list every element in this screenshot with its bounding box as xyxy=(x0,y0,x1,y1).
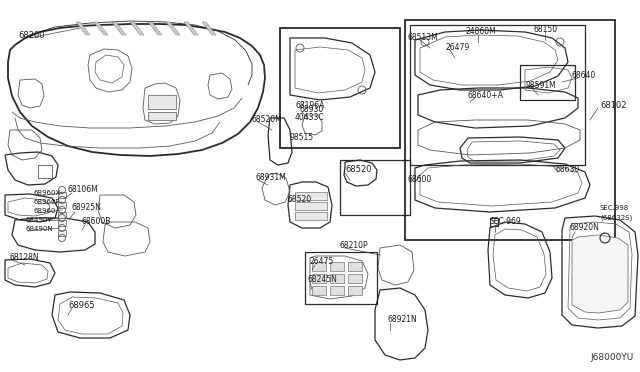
Text: 68925N: 68925N xyxy=(72,203,102,212)
Bar xyxy=(340,160,410,215)
Text: 68630: 68630 xyxy=(555,166,579,174)
Bar xyxy=(348,262,362,271)
Bar xyxy=(295,202,327,210)
Polygon shape xyxy=(94,22,108,35)
Text: 40433C: 40433C xyxy=(295,113,324,122)
Text: 68931M: 68931M xyxy=(255,173,285,183)
Text: 68490N: 68490N xyxy=(25,226,52,232)
Bar xyxy=(330,274,344,283)
Polygon shape xyxy=(202,22,216,35)
Text: 68520: 68520 xyxy=(345,166,371,174)
Text: J68000YU: J68000YU xyxy=(590,353,633,362)
Bar xyxy=(148,95,176,109)
Text: 24860M: 24860M xyxy=(465,28,496,36)
Bar xyxy=(58,230,66,236)
Text: 68150: 68150 xyxy=(533,26,557,35)
Text: SEC.998: SEC.998 xyxy=(600,205,629,211)
Bar xyxy=(58,220,66,226)
Text: 68920N: 68920N xyxy=(570,224,600,232)
Text: 68600: 68600 xyxy=(408,176,432,185)
Bar xyxy=(58,202,66,208)
Text: 68520: 68520 xyxy=(288,196,312,205)
Polygon shape xyxy=(148,22,162,35)
Text: 68640: 68640 xyxy=(572,71,596,80)
Bar xyxy=(312,262,326,271)
Polygon shape xyxy=(76,22,90,35)
Text: 68245N: 68245N xyxy=(308,276,338,285)
Text: 68960: 68960 xyxy=(34,208,56,214)
Bar xyxy=(312,274,326,283)
Text: 68640+A: 68640+A xyxy=(468,90,504,99)
Polygon shape xyxy=(130,22,144,35)
Bar xyxy=(348,274,362,283)
Bar xyxy=(330,262,344,271)
Bar xyxy=(58,192,66,198)
Bar xyxy=(295,192,327,200)
Text: 68921N: 68921N xyxy=(387,315,417,324)
Text: 68490Y: 68490Y xyxy=(25,217,52,223)
Bar xyxy=(148,112,176,120)
Polygon shape xyxy=(572,235,628,313)
Bar xyxy=(330,286,344,295)
Text: 68196A: 68196A xyxy=(295,100,324,109)
Text: 26475: 26475 xyxy=(310,257,334,266)
Bar xyxy=(520,65,575,100)
Text: 68210P: 68210P xyxy=(340,241,369,250)
Text: 68930: 68930 xyxy=(300,106,324,115)
Text: 68200: 68200 xyxy=(18,31,45,39)
Bar xyxy=(295,212,327,220)
Text: 68513M: 68513M xyxy=(408,33,439,42)
Bar xyxy=(312,286,326,295)
Text: (68632S): (68632S) xyxy=(600,215,632,221)
Text: 98591M: 98591M xyxy=(525,80,556,90)
Text: 68520M: 68520M xyxy=(252,115,283,125)
Bar xyxy=(490,218,498,226)
Bar xyxy=(405,20,615,240)
Text: 68102: 68102 xyxy=(600,100,627,109)
Text: 68106M: 68106M xyxy=(68,186,99,195)
Bar xyxy=(280,28,400,148)
Text: 68600B: 68600B xyxy=(82,218,111,227)
Polygon shape xyxy=(184,22,198,35)
Polygon shape xyxy=(112,22,126,35)
Bar xyxy=(348,286,362,295)
Text: 98515: 98515 xyxy=(290,134,314,142)
Text: 68965: 68965 xyxy=(68,301,95,310)
Text: 26479: 26479 xyxy=(445,44,469,52)
Bar xyxy=(58,212,66,218)
Text: 68960X: 68960X xyxy=(34,190,61,196)
Polygon shape xyxy=(166,22,180,35)
Bar xyxy=(410,25,585,165)
Text: 68128N: 68128N xyxy=(10,253,40,263)
Bar xyxy=(305,252,377,304)
Text: SEC.969: SEC.969 xyxy=(490,218,522,227)
Text: 68960P: 68960P xyxy=(34,199,61,205)
